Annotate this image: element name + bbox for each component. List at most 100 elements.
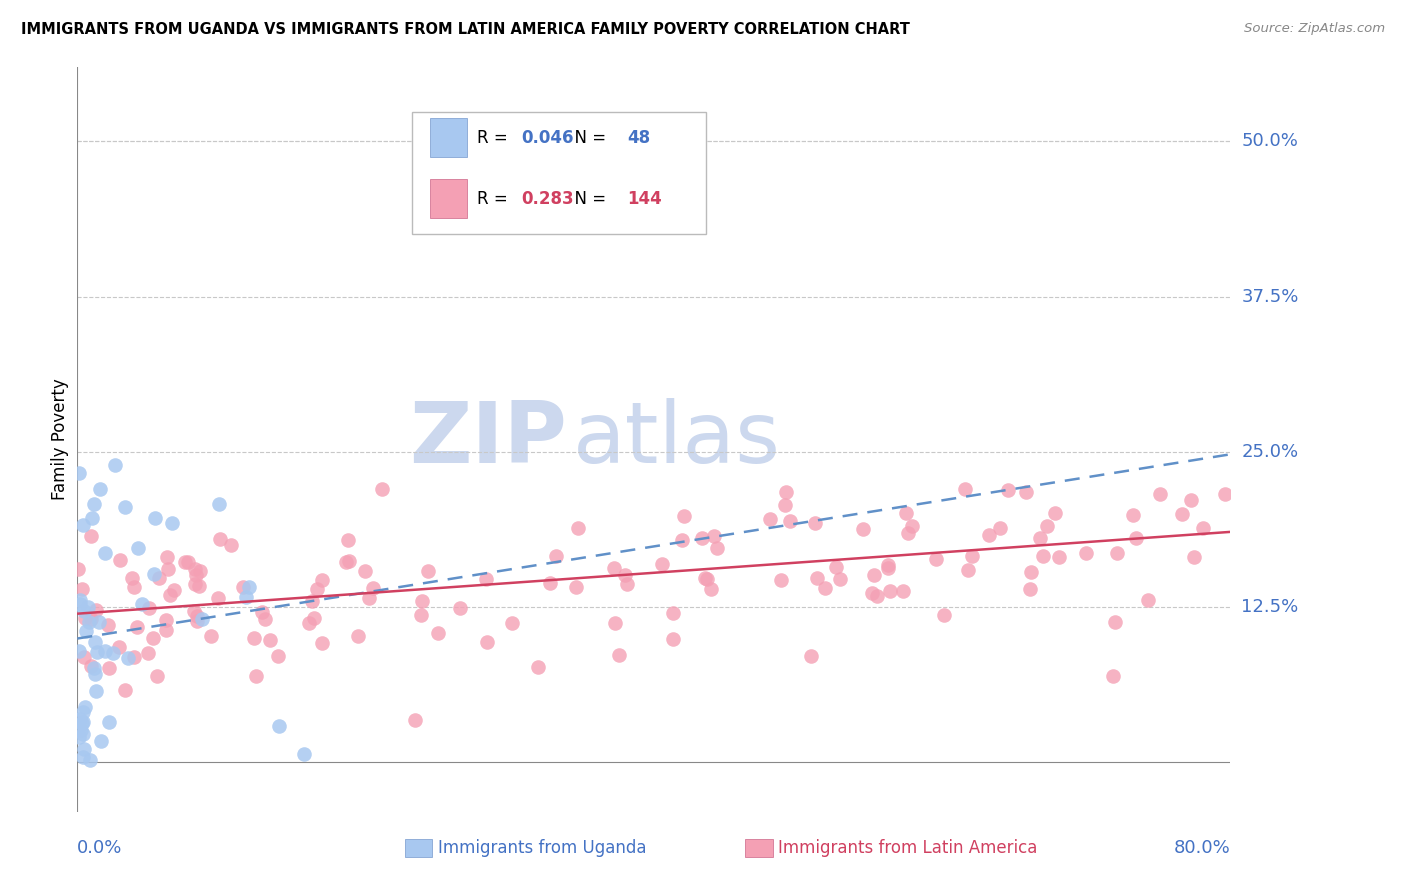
Point	[775, 484, 797, 499]
Point	[353, 564, 375, 578]
Point	[125, 619, 148, 633]
Text: 50.0%: 50.0%	[1241, 132, 1298, 151]
Point	[302, 611, 325, 625]
Point	[813, 581, 835, 595]
Point	[361, 581, 384, 595]
Point	[1036, 519, 1059, 533]
Point	[83, 666, 105, 681]
Point	[501, 616, 523, 631]
Point	[67, 731, 90, 745]
Point	[901, 518, 924, 533]
Point	[475, 635, 498, 649]
Point	[292, 747, 315, 761]
Point	[661, 632, 683, 646]
Point	[146, 669, 169, 683]
Point	[188, 565, 211, 579]
Point	[1029, 531, 1052, 545]
Point	[603, 561, 626, 575]
Point	[83, 635, 105, 649]
Point	[73, 604, 96, 618]
Point	[696, 572, 718, 586]
Point	[651, 557, 673, 571]
Point	[219, 539, 242, 553]
Text: R =: R =	[478, 128, 513, 146]
Point	[1107, 546, 1129, 560]
Point	[110, 552, 132, 566]
Point	[83, 661, 105, 675]
Text: ZIP: ZIP	[409, 398, 568, 481]
Text: 12.5%: 12.5%	[1241, 598, 1299, 615]
Point	[613, 567, 636, 582]
Point	[77, 615, 100, 630]
Point	[89, 615, 111, 629]
Point	[72, 741, 94, 756]
Point	[616, 577, 638, 591]
Point	[567, 521, 589, 535]
Point	[404, 713, 426, 727]
Point	[879, 584, 901, 599]
Point	[82, 510, 104, 524]
Point	[957, 563, 980, 577]
Point	[997, 483, 1019, 497]
Text: Immigrants from Uganda: Immigrants from Uganda	[439, 839, 647, 857]
Y-axis label: Family Poverty: Family Poverty	[51, 378, 69, 500]
Point	[79, 753, 101, 767]
Point	[824, 560, 846, 574]
Point	[932, 607, 955, 622]
Point	[804, 516, 827, 530]
Point	[93, 546, 115, 560]
Point	[1045, 506, 1067, 520]
Point	[243, 631, 266, 645]
Point	[163, 582, 186, 597]
Point	[232, 580, 254, 594]
Point	[692, 531, 714, 545]
Point	[1122, 508, 1144, 523]
Point	[693, 571, 716, 585]
Point	[184, 576, 207, 591]
Point	[1014, 484, 1036, 499]
Point	[208, 497, 231, 511]
Text: 25.0%: 25.0%	[1241, 442, 1299, 461]
Point	[94, 644, 117, 658]
Point	[191, 612, 214, 626]
Point	[83, 497, 105, 511]
Point	[603, 616, 626, 631]
Point	[1149, 487, 1171, 501]
Point	[80, 612, 103, 626]
Point	[235, 590, 257, 604]
Point	[124, 580, 146, 594]
Point	[70, 582, 93, 596]
Point	[335, 555, 357, 569]
Point	[1104, 615, 1126, 629]
Point	[250, 605, 273, 619]
Point	[183, 604, 205, 618]
Point	[877, 561, 900, 575]
Point	[411, 607, 433, 622]
Point	[311, 573, 333, 587]
Point	[806, 571, 828, 585]
Point	[773, 498, 796, 512]
Point	[174, 555, 197, 569]
Point	[72, 715, 94, 730]
Point	[1192, 521, 1215, 535]
Point	[307, 582, 329, 596]
Point	[699, 582, 721, 596]
Point	[337, 554, 360, 568]
Text: N =: N =	[564, 128, 612, 146]
Point	[76, 599, 98, 614]
Point	[155, 623, 177, 637]
Point	[866, 589, 889, 603]
FancyBboxPatch shape	[430, 119, 467, 157]
Point	[72, 518, 94, 533]
Point	[953, 482, 976, 496]
FancyBboxPatch shape	[430, 179, 467, 219]
Text: Immigrants from Latin America: Immigrants from Latin America	[779, 839, 1038, 857]
Point	[183, 561, 205, 575]
Point	[1182, 550, 1205, 565]
Point	[207, 591, 229, 605]
Point	[160, 516, 183, 530]
Point	[800, 649, 823, 664]
FancyBboxPatch shape	[745, 839, 772, 857]
Point	[245, 669, 267, 683]
Point	[267, 648, 290, 663]
